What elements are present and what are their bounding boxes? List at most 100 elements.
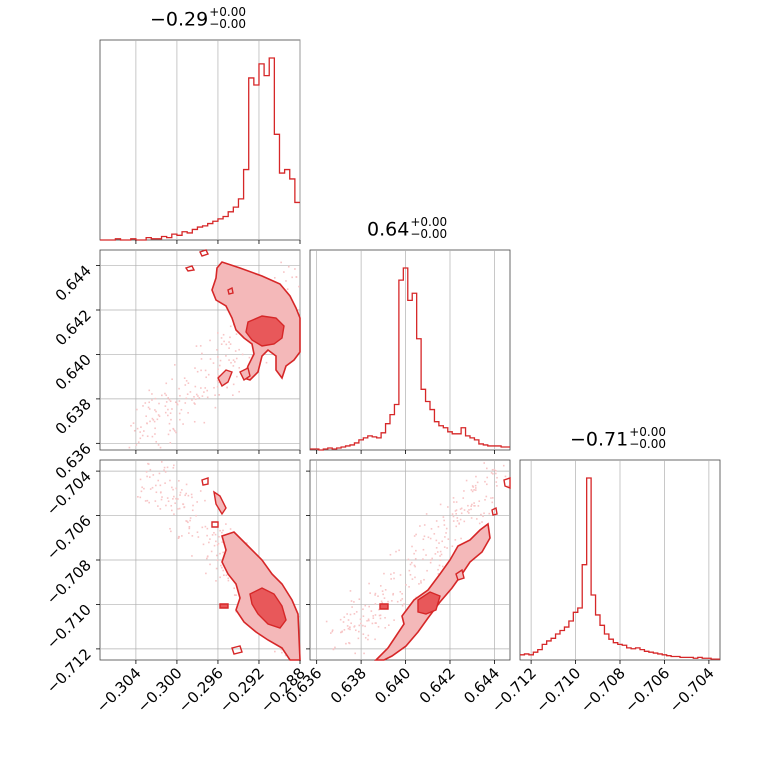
scatter-point	[207, 373, 210, 376]
scatter-point	[437, 568, 439, 571]
scatter-point	[170, 509, 173, 512]
x-tick-label: −0.704	[666, 664, 718, 716]
scatter-point	[149, 488, 152, 490]
scatter-point	[235, 594, 237, 596]
scatter-point	[348, 626, 351, 629]
x-tick-label: −0.710	[532, 664, 584, 716]
y-tick-label: 0.642	[52, 306, 95, 349]
scatter-point	[220, 564, 222, 567]
scatter-point	[177, 537, 180, 540]
x-tick-label: −0.292	[216, 664, 268, 716]
scatter-point	[484, 480, 486, 483]
scatter-point	[206, 555, 209, 558]
scatter-point	[466, 510, 469, 513]
scatter-point	[220, 337, 223, 339]
scatter-point	[485, 495, 488, 498]
scatter-point	[248, 356, 251, 359]
scatter-point	[146, 422, 148, 425]
scatter-point	[393, 577, 395, 580]
x-tick-label: 0.640	[371, 664, 414, 707]
scatter-point	[452, 515, 455, 518]
scatter-point	[170, 504, 173, 507]
scatter-point	[182, 423, 184, 425]
scatter-point	[405, 584, 407, 586]
scatter-point	[462, 497, 465, 499]
scatter-point	[144, 402, 147, 404]
scatter-point	[191, 399, 193, 401]
scatter-point	[429, 561, 432, 564]
scatter-point	[164, 405, 167, 407]
scatter-point	[161, 394, 163, 397]
scatter-point	[164, 411, 167, 414]
scatter-point	[216, 544, 219, 546]
scatter-point	[374, 638, 376, 641]
scatter-point	[154, 409, 156, 411]
scatter-point	[454, 510, 457, 512]
scatter-point	[434, 553, 437, 555]
scatter-point	[232, 394, 234, 396]
scatter-point	[187, 412, 189, 414]
scatter-point	[196, 531, 199, 534]
scatter-point	[471, 485, 474, 487]
scatter-point	[213, 386, 215, 389]
scatter-point	[332, 648, 335, 651]
scatter-point	[223, 574, 225, 577]
scatter-point	[205, 376, 208, 379]
scatter-point	[165, 504, 167, 507]
scatter-point	[185, 483, 188, 486]
scatter-point	[169, 479, 171, 482]
scatter-point	[355, 611, 358, 613]
scatter-point	[495, 472, 497, 475]
scatter-point	[411, 545, 413, 548]
scatter-point	[350, 600, 353, 602]
scatter-point	[413, 552, 415, 555]
scatter-point	[401, 604, 404, 607]
scatter-point	[347, 627, 350, 630]
scatter-point	[476, 481, 479, 484]
scatter-point	[415, 533, 417, 536]
scatter-point	[343, 629, 346, 631]
scatter-point	[145, 415, 147, 418]
scatter-point	[206, 389, 209, 392]
scatter-point	[477, 505, 480, 507]
contour-island	[227, 286, 234, 295]
scatter-point	[194, 398, 197, 400]
scatter-point	[378, 608, 380, 611]
scatter-point	[217, 356, 219, 358]
scatter-point	[178, 400, 181, 402]
scatter-point	[377, 595, 379, 598]
scatter-point	[151, 435, 154, 438]
scatter-point	[368, 605, 370, 608]
scatter-point	[493, 468, 496, 471]
scatter-point	[185, 380, 188, 382]
scatter-point	[425, 554, 427, 556]
grid-lines	[310, 460, 510, 660]
scatter-point	[147, 462, 149, 465]
scatter-point	[178, 412, 181, 415]
scatter-point	[345, 642, 347, 645]
scatter-point	[472, 486, 475, 488]
scatter-point	[353, 613, 356, 615]
scatter-point	[188, 527, 191, 530]
scatter-point	[195, 514, 197, 517]
scatter-point	[143, 430, 145, 432]
scatter-point	[496, 476, 498, 479]
scatter-point	[194, 385, 197, 388]
scatter-point	[441, 540, 444, 543]
scatter-point	[154, 500, 157, 502]
scatter-point	[485, 467, 488, 470]
scatter-point	[160, 461, 163, 463]
histogram-p0	[100, 40, 301, 241]
scatter-point	[157, 479, 160, 482]
contour-island	[219, 603, 229, 609]
scatter-point	[175, 401, 177, 404]
scatter-point	[172, 427, 175, 430]
scatter-point	[330, 632, 332, 634]
scatter-point	[280, 648, 282, 651]
scatter-point	[167, 397, 169, 399]
scatter-point	[409, 573, 412, 576]
scatter-point	[353, 601, 355, 603]
scatter-point	[357, 637, 360, 640]
scatter-point	[189, 391, 192, 393]
histogram-p1	[310, 250, 510, 451]
